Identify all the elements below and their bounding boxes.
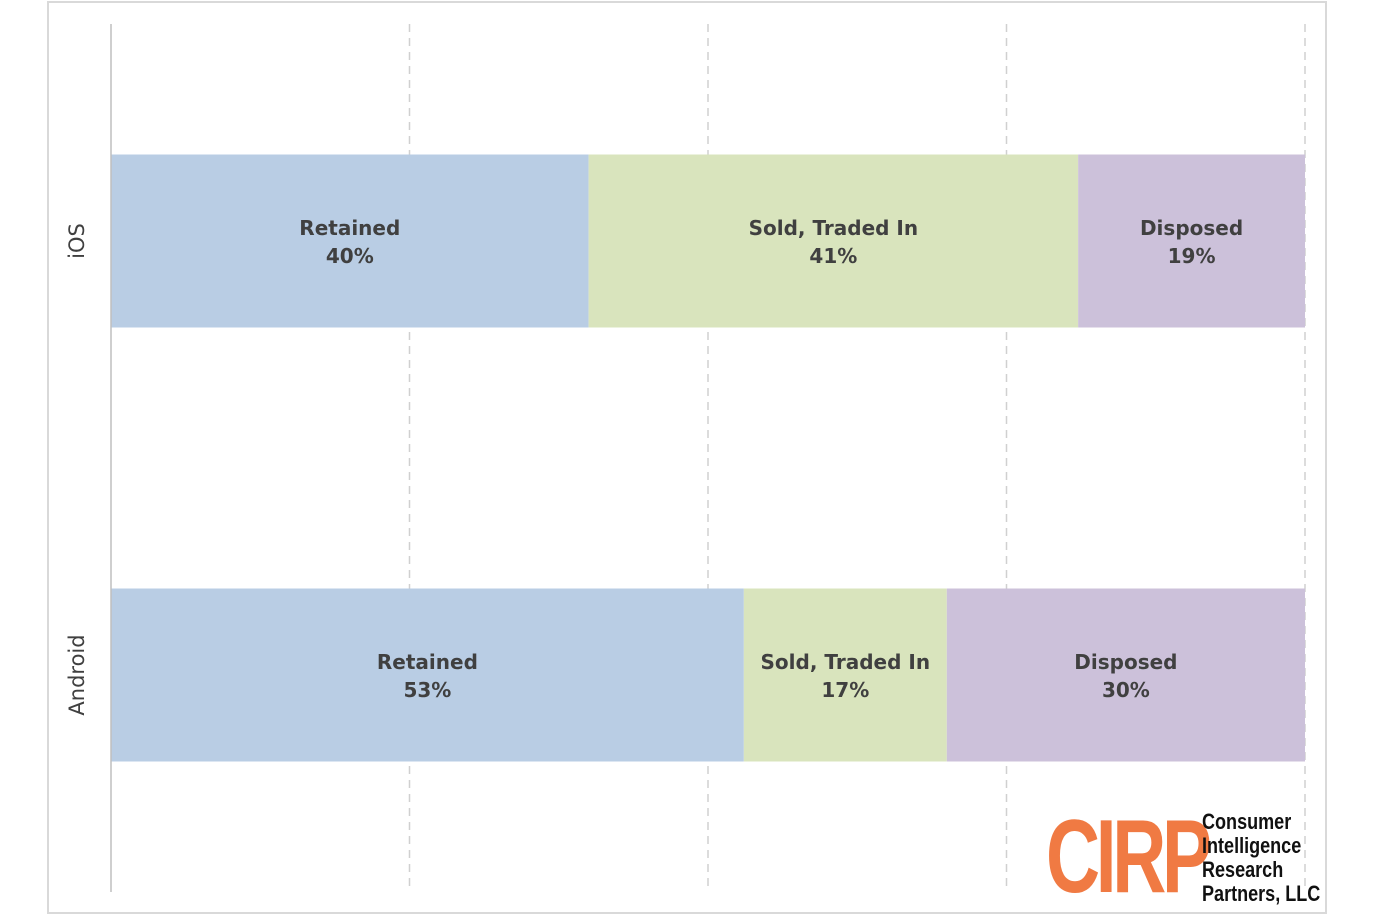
segment-value-label: 19%: [1168, 244, 1216, 268]
logo-line: Intelligence: [1202, 833, 1302, 858]
gridlines: [408, 24, 1306, 892]
segment-value-label: 41%: [809, 244, 857, 268]
category-label: iOS: [65, 223, 89, 259]
segment-name-label: Retained: [377, 650, 478, 674]
chart-frame: [47, 1, 1327, 914]
segment-value-label: 17%: [821, 678, 869, 702]
segment-name-label: Sold, Traded In: [761, 650, 931, 674]
logo-mark: CIRP: [1046, 799, 1212, 915]
segment-name-label: Disposed: [1074, 650, 1177, 674]
bar-segment: [111, 588, 744, 762]
logo-line: Consumer: [1202, 809, 1292, 834]
logo-line: Partners, LLC: [1202, 881, 1321, 906]
segment-value-label: 30%: [1102, 678, 1150, 702]
logo-line: Research: [1202, 857, 1284, 882]
segment-value-label: 53%: [403, 678, 451, 702]
category-label: Android: [65, 634, 89, 715]
logo-text: Consumer Intelligence Research Partners,…: [1202, 810, 1342, 906]
category-labels: iOS Android: [65, 223, 89, 715]
segment-name-label: Sold, Traded In: [749, 216, 919, 240]
segment-name-label: Disposed: [1140, 216, 1243, 240]
bar-segment: [946, 588, 1305, 762]
bars: Retained 40% Sold, Traded In 41% Disposed 19%…: [111, 154, 1305, 762]
bar-segment: [588, 154, 1079, 328]
bar-segment: [1078, 154, 1305, 328]
segment-name-label: Retained: [299, 216, 400, 240]
bar-segment: [743, 588, 947, 762]
segment-value-label: 40%: [326, 244, 374, 268]
bar-segment: [111, 154, 589, 328]
cirp-logo: CIRP Consumer Intelligence Research Part…: [1046, 799, 1336, 915]
